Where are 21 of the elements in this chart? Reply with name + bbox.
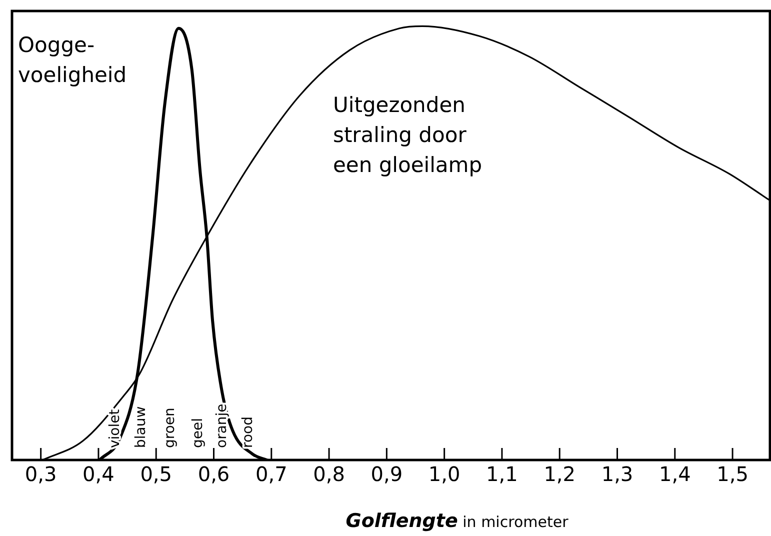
- x-tick-label: 0,7: [255, 462, 288, 486]
- x-tick-label: 0,5: [140, 462, 172, 486]
- x-tick-label: 0,4: [82, 462, 114, 486]
- annotation: rood: [240, 416, 256, 448]
- x-tick-label: 1,4: [658, 462, 691, 486]
- series-label: Oogge- voeligheid: [18, 33, 127, 87]
- annotation: geel: [190, 418, 206, 448]
- x-tick-label: 1,2: [544, 462, 576, 486]
- x-tick-label: 0,3: [24, 462, 57, 486]
- x-tick-label: 1,5: [716, 462, 748, 486]
- x-tick-label: 0,8: [313, 462, 345, 486]
- x-axis-title: Golflengte in micrometer: [346, 510, 570, 532]
- annotation: blauw: [133, 406, 149, 448]
- x-tick-label: 1,1: [486, 462, 518, 486]
- x-tick-label: 0,6: [198, 462, 230, 486]
- annotation: oranje: [214, 404, 230, 448]
- x-tick-label: 0,9: [370, 462, 403, 486]
- annotation: groen: [162, 408, 178, 448]
- x-tick-label: 1,0: [428, 462, 460, 486]
- series-label: Uitgezonden straling door een gloeilamp: [333, 93, 482, 177]
- x-tick-label: 1,3: [601, 462, 634, 486]
